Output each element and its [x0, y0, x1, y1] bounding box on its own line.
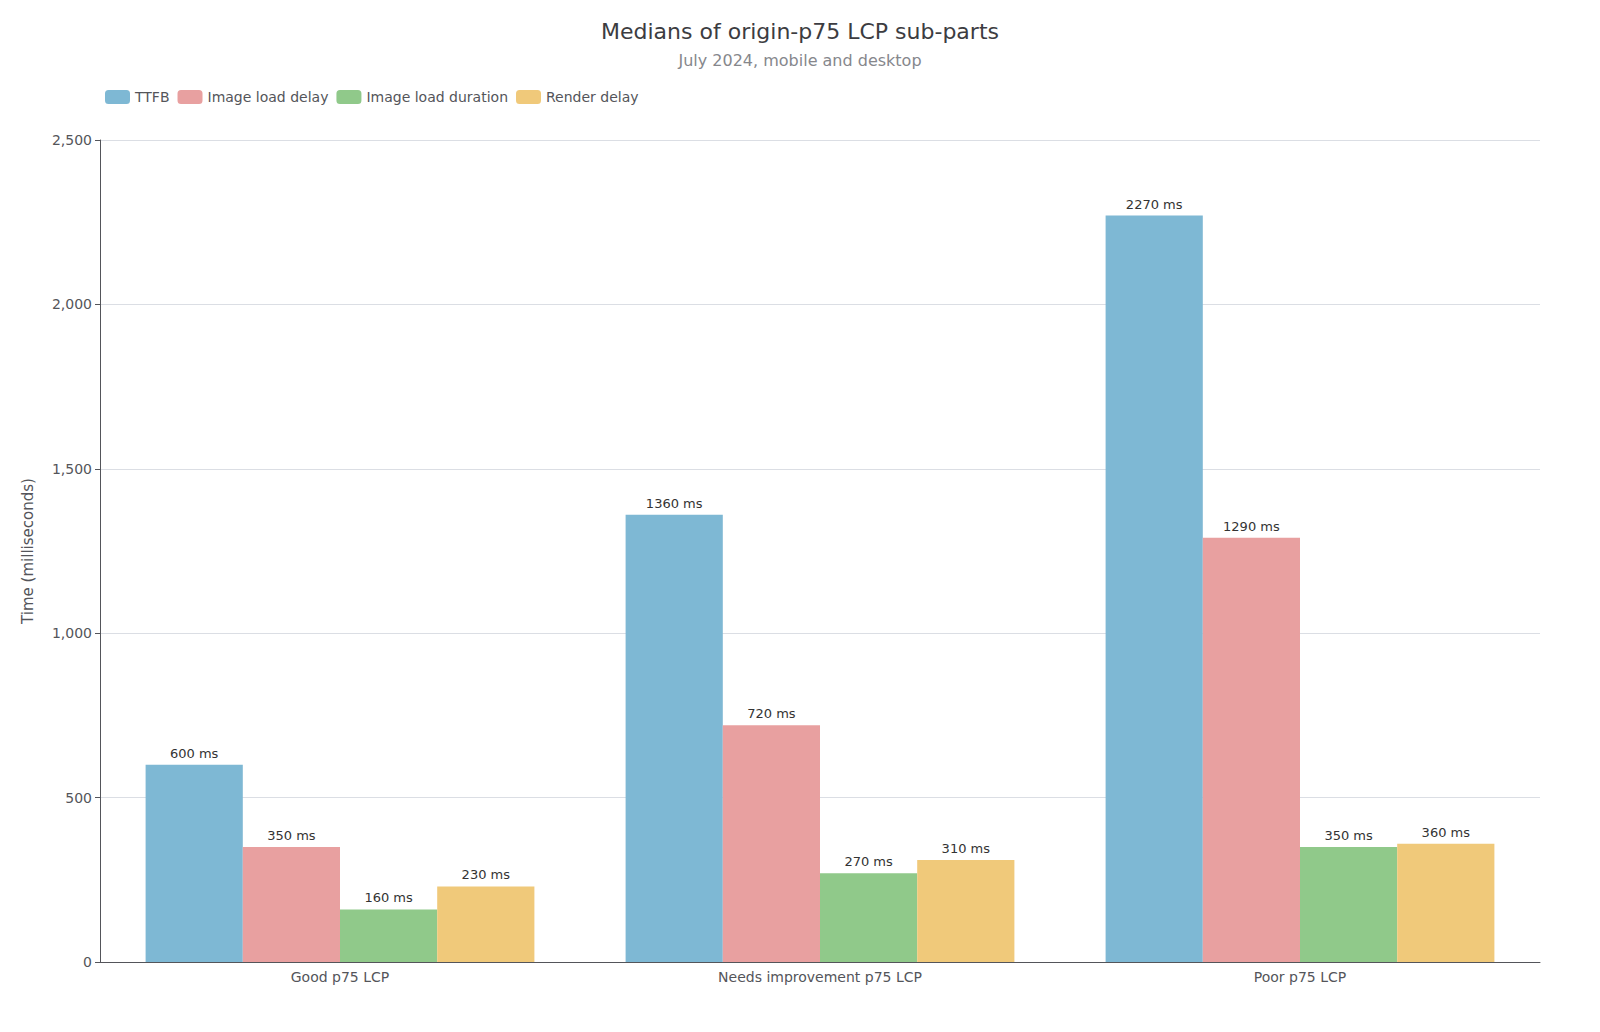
svg-text:2,500: 2,500	[52, 132, 92, 148]
svg-text:310 ms: 310 ms	[942, 841, 991, 856]
svg-text:TTFB: TTFB	[134, 89, 170, 105]
svg-text:270 ms: 270 ms	[844, 854, 893, 869]
svg-text:360 ms: 360 ms	[1422, 825, 1471, 840]
svg-text:1360 ms: 1360 ms	[646, 496, 703, 511]
svg-text:July 2024, mobile and desktop: July 2024, mobile and desktop	[677, 51, 921, 70]
svg-text:600 ms: 600 ms	[170, 746, 219, 761]
svg-text:500: 500	[65, 790, 92, 806]
svg-text:160 ms: 160 ms	[364, 890, 413, 905]
svg-text:Image load delay: Image load delay	[208, 89, 329, 105]
svg-text:1290 ms: 1290 ms	[1223, 519, 1280, 534]
svg-text:2,000: 2,000	[52, 296, 92, 312]
svg-text:2270 ms: 2270 ms	[1126, 197, 1183, 212]
svg-text:1,500: 1,500	[52, 461, 92, 477]
svg-text:Needs improvement p75 LCP: Needs improvement p75 LCP	[718, 969, 922, 985]
svg-text:Good p75 LCP: Good p75 LCP	[291, 969, 390, 985]
svg-text:1,000: 1,000	[52, 625, 92, 641]
svg-text:Poor p75 LCP: Poor p75 LCP	[1254, 969, 1346, 985]
svg-text:230 ms: 230 ms	[462, 867, 511, 882]
svg-text:350 ms: 350 ms	[1324, 828, 1373, 843]
svg-text:Render delay: Render delay	[546, 89, 639, 105]
svg-text:350 ms: 350 ms	[267, 828, 316, 843]
svg-text:Time (milliseconds): Time (milliseconds)	[19, 478, 37, 625]
svg-text:0: 0	[83, 954, 92, 970]
svg-text:Medians of origin-p75 LCP sub-: Medians of origin-p75 LCP sub-parts	[601, 19, 999, 44]
svg-text:Image load duration: Image load duration	[366, 89, 508, 105]
svg-text:720 ms: 720 ms	[747, 706, 796, 721]
